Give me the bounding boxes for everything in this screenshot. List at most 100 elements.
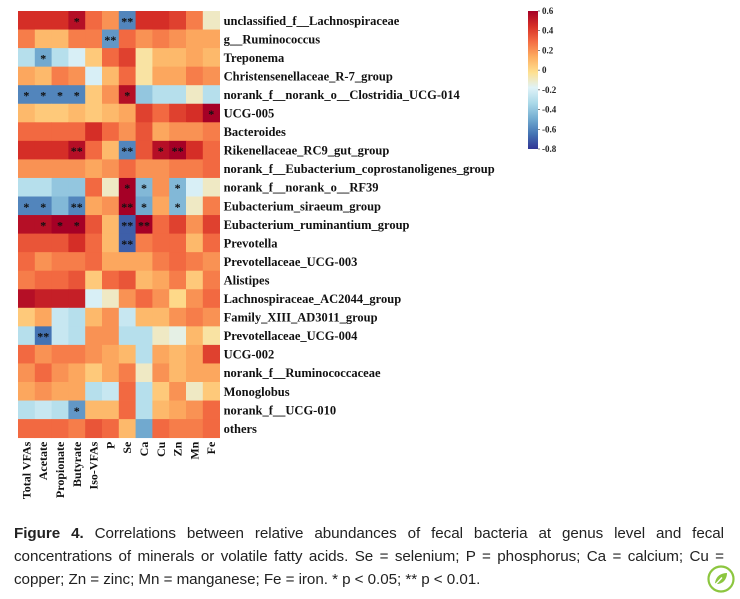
heatmap-cell-prevotellaceae-ucg-003-acetate (34, 252, 52, 272)
row-label-christensenellaceae-r-7-group: Christensenellaceae_R-7_group (224, 69, 393, 83)
heatmap-cell-lachnospiraceae-ac2044-group-iso-vfas (85, 289, 103, 309)
heatmap-cell-christensenellaceae-r-7-group-total-vfas (18, 66, 36, 86)
heatmap-cell-treponema-mn (186, 48, 204, 68)
heatmap-cell-norank-f-eubacterium-coprostanoligenes-group-iso-vfas (85, 159, 103, 179)
heatmap-cell-norank-f-norank-o-rf39-se (118, 177, 136, 197)
significance-mark: * (40, 51, 46, 65)
heatmap-cell-lachnospiraceae-ac2044-group-se (118, 289, 136, 309)
heatmap-cell-norank-f-eubacterium-coprostanoligenes-group-butyrate (68, 159, 86, 179)
heatmap-cell-g-ruminococcus-acetate (34, 29, 52, 49)
heatmap-cell-eubacterium-ruminantium-group-acetate (34, 215, 52, 234)
heatmap-cell-ucg-005-butyrate (68, 103, 86, 123)
row-label-rikenellaceae-rc9-gut-group: Rikenellaceae_RC9_gut_group (224, 144, 390, 158)
heatmap-cell-others-ca (135, 419, 153, 439)
row-label-family-xiii-ad3011-group: Family_XIII_AD3011_group (224, 311, 378, 325)
heatmap-cell-ucg-005-iso-vfas (85, 103, 103, 123)
row-label-prevotellaceae-ucg-004: Prevotellaceae_UCG-004 (224, 329, 358, 343)
heatmap-cell-prevotella-zn (169, 233, 187, 253)
heatmap-cell-prevotella-se (118, 233, 136, 253)
significance-mark: * (23, 88, 29, 102)
heatmap-cell-norank-f-norank-o-rf39-acetate (34, 177, 52, 197)
heatmap-cell-unclassified-f-lachnospiraceae-iso-vfas (85, 11, 103, 30)
significance-mark: ** (71, 200, 83, 214)
heatmap-cell-rikenellaceae-rc9-gut-group-se (118, 140, 136, 160)
correlation-heatmap: * ****** * * * **** ** * *** * ** * ** ** * ** * * ** *****… (18, 6, 557, 499)
heatmap-cell-ucg-002-iso-vfas (85, 344, 103, 364)
heatmap-cell-family-xiii-ad3011-group-se (118, 307, 136, 327)
heatmap-cell-others-total-vfas (18, 419, 36, 439)
significance-mark: ** (138, 218, 150, 232)
row-label-eubacterium-siraeum-group: Eubacterium_siraeum_group (224, 199, 381, 213)
heatmap-cell-eubacterium-siraeum-group-butyrate (68, 196, 86, 216)
row-label-unclassified-f-lachnospiraceae: unclassified_f__Lachnospiraceae (224, 14, 400, 28)
column-labels: Total VFAs Acetate Propionate Butyrate Iso-V… (19, 441, 218, 499)
row-label-ucg-002: UCG-002 (224, 348, 275, 362)
heatmap-cell-norank-f-norank-o-clostridia-ucg-014-fe (202, 85, 220, 105)
heatmap-cell-monoglobus-fe (202, 382, 220, 401)
heatmap-cell-eubacterium-ruminantium-group-mn (186, 215, 204, 234)
heatmap-cell-ucg-002-ca (135, 344, 153, 364)
column-label-se: Se (120, 441, 134, 454)
heatmap-cell-norank-f-norank-o-rf39-iso-vfas (85, 177, 103, 197)
heatmap-cell-alistipes-propionate (51, 270, 69, 290)
heatmap-cell-ucg-002-propionate (51, 344, 69, 364)
legend-tick-label: -0.6 (542, 124, 557, 134)
heatmap-cell-christensenellaceae-r-7-group-acetate (34, 66, 52, 86)
legend-tick-label: 0.4 (542, 26, 554, 36)
row-label-ucg-005: UCG-005 (224, 107, 275, 121)
heatmap-cell-family-xiii-ad3011-group-zn (169, 307, 187, 327)
heatmap-cell-prevotella-propionate (51, 233, 69, 253)
heatmap-cell-family-xiii-ad3011-group-p (102, 307, 120, 327)
heatmap-cell-lachnospiraceae-ac2044-group-p (102, 289, 120, 309)
significance-mark: ** (71, 144, 83, 158)
heatmap-cell-unclassified-f-lachnospiraceae-acetate (34, 11, 52, 30)
heatmap-cell-christensenellaceae-r-7-group-p (102, 66, 120, 86)
heatmap-cell-treponema-zn (169, 48, 187, 68)
heatmap-cell-monoglobus-iso-vfas (85, 382, 103, 401)
heatmap-cell-g-ruminococcus-butyrate (68, 29, 86, 49)
heatmap-cell-bacteroides-mn (186, 122, 204, 142)
heatmap-cell-unclassified-f-lachnospiraceae-butyrate (68, 11, 86, 30)
heatmap-cell-prevotellaceae-ucg-004-acetate (34, 326, 52, 346)
heatmap-cell-unclassified-f-lachnospiraceae-mn (186, 11, 204, 30)
significance-mark: * (175, 200, 181, 214)
row-label-norank-f-ruminococcaceae: norank_f__Ruminococcaceae (224, 366, 381, 380)
heatmap-cell-g-ruminococcus-ca (135, 29, 153, 49)
heatmap-cell-norank-f-eubacterium-coprostanoligenes-group-acetate (34, 159, 52, 179)
heatmap-cell-norank-f-ucg-010-zn (169, 400, 187, 420)
heatmap-cell-alistipes-cu (152, 270, 170, 290)
color-legend-bar (528, 11, 538, 149)
color-legend: 0.6 0.4 0.2 0 -0.2 -0.4 -0.6 -0.8 (528, 6, 557, 154)
heatmap-cell-christensenellaceae-r-7-group-se (118, 66, 136, 86)
heatmap-cell-ucg-002-mn (186, 344, 204, 364)
heatmap-cell-rikenellaceae-rc9-gut-group-propionate (51, 140, 69, 160)
significance-mark: * (124, 88, 130, 102)
heatmap-cell-eubacterium-ruminantium-group-total-vfas (18, 215, 36, 234)
significance-mark: * (23, 200, 29, 214)
heatmap-cell-norank-f-ruminococcaceae-acetate (34, 363, 52, 383)
heatmap-cell-lachnospiraceae-ac2044-group-fe (202, 289, 220, 309)
heatmap-cell-norank-f-norank-o-rf39-zn (169, 177, 187, 197)
heatmap-cell-bacteroides-se (118, 122, 136, 142)
heatmap-cell-prevotella-mn (186, 233, 204, 253)
figure-label: Figure 4. (14, 525, 84, 542)
heatmap-cell-g-ruminococcus-zn (169, 29, 187, 49)
heatmap-cell-norank-f-ruminococcaceae-se (118, 363, 136, 383)
heatmap-cell-unclassified-f-lachnospiraceae-total-vfas (18, 11, 36, 30)
heatmap-cell-prevotellaceae-ucg-004-cu (152, 326, 170, 346)
heatmap-cell-norank-f-norank-o-clostridia-ucg-014-total-vfas (18, 85, 36, 105)
significance-mark: * (74, 14, 80, 28)
heatmap-cell-norank-f-ruminococcaceae-fe (202, 363, 220, 383)
heatmap-cell-bacteroides-ca (135, 122, 153, 142)
heatmap-cell-g-ruminococcus-mn (186, 29, 204, 49)
heatmap-cell-norank-f-norank-o-clostridia-ucg-014-cu (152, 85, 170, 105)
heatmap-cell-alistipes-ca (135, 270, 153, 290)
heatmap-cell-prevotella-butyrate (68, 233, 86, 253)
column-label-total-vfas: Total VFAs (19, 441, 33, 499)
heatmap-cell-ucg-005-total-vfas (18, 103, 36, 123)
heatmap-cell-norank-f-ucg-010-propionate (51, 400, 69, 420)
heatmap-cell-unclassified-f-lachnospiraceae-fe (202, 11, 220, 30)
row-label-others: others (224, 422, 257, 436)
heatmap-cell-norank-f-norank-o-clostridia-ucg-014-se (118, 85, 136, 105)
heatmap-cell-norank-f-eubacterium-coprostanoligenes-group-se (118, 159, 136, 179)
